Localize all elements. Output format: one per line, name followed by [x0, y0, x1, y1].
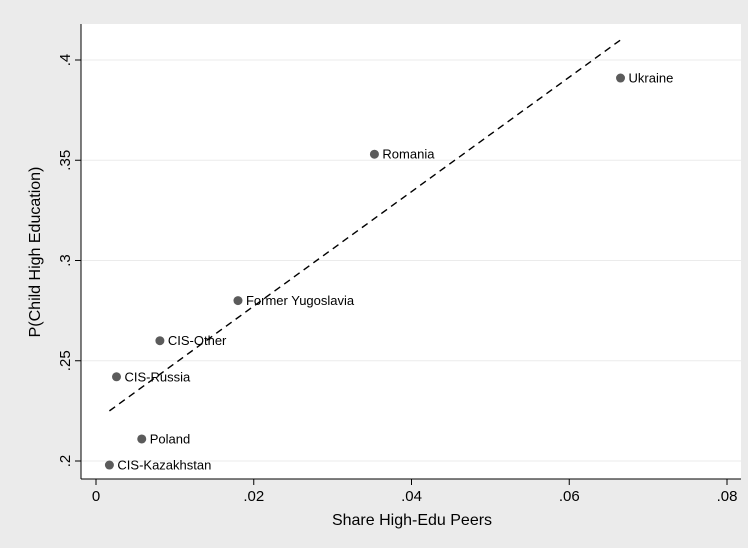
points-layer: Ukraine Romania Former Yugoslavia CIS-Other…: [104, 71, 674, 473]
x-tick-label: .02: [243, 488, 264, 505]
x-tick-label: 0: [92, 488, 100, 505]
x-tick-label: .06: [559, 488, 580, 505]
y-tick-label: .2: [57, 455, 74, 468]
x-tick-label: .08: [717, 488, 738, 505]
axes: 0 .02 .04 .06 .08 .2 .25 .3 .35 .4: [57, 24, 741, 505]
y-axis-title: P(Child High Education): [27, 167, 44, 338]
fit-line: [108, 39, 621, 412]
y-tick-label: .35: [57, 150, 74, 171]
data-point: [369, 149, 379, 159]
y-tick-label: .4: [57, 54, 74, 67]
data-point: [233, 296, 243, 306]
fit-line-layer: [108, 39, 621, 412]
y-tick-label: .25: [57, 350, 74, 371]
point-label: CIS-Other: [168, 333, 227, 348]
gridlines: [81, 59, 741, 462]
plot-area: [81, 24, 741, 479]
point-label: CIS-Russia: [125, 369, 192, 384]
data-point: [112, 372, 122, 382]
data-point: [104, 460, 114, 470]
y-tick-label: .3: [57, 254, 74, 267]
data-point: [155, 336, 165, 346]
point-label: Former Yugoslavia: [246, 293, 355, 308]
x-tick-label: .04: [401, 488, 422, 505]
point-label: Romania: [382, 147, 435, 162]
point-label: CIS-Kazakhstan: [117, 458, 211, 473]
point-label: Poland: [150, 431, 190, 446]
x-axis-title: Share High-Edu Peers: [332, 512, 492, 529]
data-point: [616, 73, 626, 83]
point-label: Ukraine: [629, 71, 674, 86]
data-point: [137, 434, 147, 444]
